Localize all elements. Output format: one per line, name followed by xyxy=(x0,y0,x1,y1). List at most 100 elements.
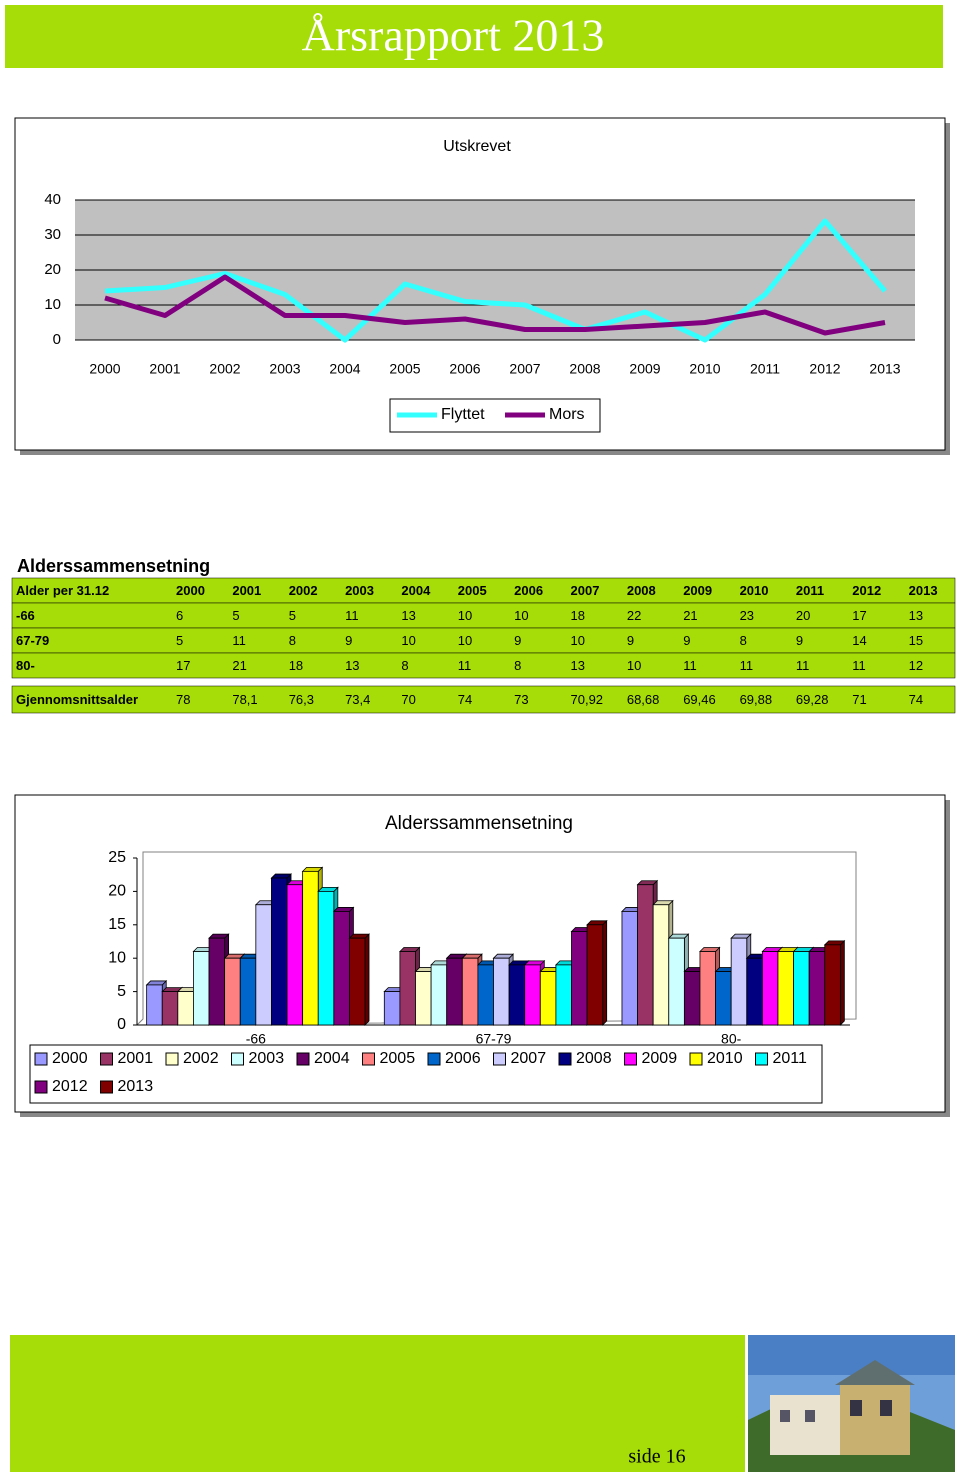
table-cell: 68,68 xyxy=(627,692,660,707)
legend-swatch xyxy=(231,1052,244,1066)
bar-front xyxy=(399,951,416,1026)
bar-front xyxy=(652,904,670,1026)
bar-top xyxy=(208,933,230,939)
bar-front xyxy=(461,957,479,1026)
table-cell: 17 xyxy=(852,608,866,623)
table-cell: 9 xyxy=(514,633,521,648)
table-cell: 74 xyxy=(909,692,923,707)
y-tick-label: 10 xyxy=(44,296,61,313)
bar-top xyxy=(348,933,370,939)
legend-label: 2006 xyxy=(445,1050,481,1067)
y-tick-label: 30 xyxy=(44,226,61,243)
table-cell: 76,3 xyxy=(289,692,314,707)
table-cell: 2004 xyxy=(401,583,431,598)
table-cell: 2003 xyxy=(345,583,374,598)
table-cell: 2011 xyxy=(796,583,824,598)
table-cell: 13 xyxy=(401,608,415,623)
table-cell: 69,88 xyxy=(740,692,773,707)
bar-front xyxy=(286,884,304,1026)
legend-label: 2003 xyxy=(249,1050,285,1067)
x-tick-label: 2013 xyxy=(869,361,900,377)
bar-front xyxy=(508,964,526,1026)
table-cell: 11 xyxy=(232,633,246,648)
table-cell: 2012 xyxy=(852,583,881,598)
bar-side xyxy=(602,919,608,1026)
bar-top xyxy=(317,887,339,892)
table-cell: 2008 xyxy=(627,583,656,598)
legend-label: 2009 xyxy=(642,1050,678,1067)
table-row xyxy=(11,627,956,654)
table-cell: 8 xyxy=(289,633,296,648)
table-cell: 10 xyxy=(458,608,472,623)
bar-top xyxy=(636,880,659,886)
table-cell: 2009 xyxy=(683,583,712,598)
table-cell: 74 xyxy=(458,692,472,707)
table-cell: 18 xyxy=(289,658,303,673)
x-tick-label: -66 xyxy=(246,1031,266,1047)
bar-front xyxy=(524,964,541,1026)
legend-swatch xyxy=(296,1052,310,1066)
bar-front xyxy=(208,937,226,1026)
bar-front xyxy=(539,971,557,1026)
bar-front xyxy=(699,951,716,1026)
table-cell: 8 xyxy=(740,633,747,648)
bar xyxy=(348,933,370,1026)
bar-top xyxy=(652,900,674,906)
legend-swatch xyxy=(165,1052,179,1066)
table-cell: 2006 xyxy=(514,583,543,598)
bar-front xyxy=(793,951,810,1026)
x-tick-label: 2008 xyxy=(569,361,600,377)
legend-label: Flyttet xyxy=(441,406,485,423)
photo xyxy=(748,1335,955,1472)
legend-swatch xyxy=(362,1052,375,1066)
table-cell: 70 xyxy=(401,692,415,707)
bar-top xyxy=(492,953,515,959)
table-cell: 8 xyxy=(514,658,521,673)
table-cell: 13 xyxy=(909,608,923,623)
bar-front xyxy=(777,951,794,1026)
table-cell: 70,92 xyxy=(571,692,604,707)
table-cell: 17 xyxy=(176,658,190,673)
bar-top xyxy=(823,940,846,946)
table-cell: 5 xyxy=(289,608,296,623)
bar-front xyxy=(637,884,654,1026)
x-tick-label: 2011 xyxy=(750,361,780,377)
bar-front xyxy=(239,957,257,1026)
legend-label: 2004 xyxy=(314,1050,350,1067)
table-row xyxy=(11,602,956,629)
bar-front xyxy=(761,951,779,1026)
legend-swatch xyxy=(558,1052,572,1066)
row-label: Alder per 31.12 xyxy=(16,583,109,598)
table-cell: 2002 xyxy=(289,583,318,598)
table-cell: 21 xyxy=(232,658,246,673)
bar-front xyxy=(824,944,841,1026)
table-cell: 10 xyxy=(514,608,528,623)
legend-swatch xyxy=(493,1052,506,1066)
bar-front xyxy=(349,937,366,1026)
bar-front xyxy=(383,991,401,1026)
bar-top xyxy=(270,873,292,879)
bar-front xyxy=(808,951,826,1026)
bar-front xyxy=(493,957,510,1026)
table-cell: 9 xyxy=(627,633,634,648)
table-cell: 14 xyxy=(852,633,866,648)
bar-side xyxy=(839,939,845,1026)
bar-front xyxy=(161,991,179,1026)
x-tick-label: 2000 xyxy=(89,361,120,377)
table-cell: 11 xyxy=(852,658,866,673)
x-tick-label: 2004 xyxy=(329,361,360,377)
bar-top xyxy=(699,947,721,952)
y-tick-label: 20 xyxy=(44,261,61,278)
legend-swatch xyxy=(100,1080,113,1094)
table-cell: 11 xyxy=(458,658,472,673)
bar-front xyxy=(446,957,463,1026)
legend-swatch xyxy=(689,1052,703,1066)
table-cell: 5 xyxy=(232,608,239,623)
bar-top xyxy=(461,953,483,959)
table-cell: 78,1 xyxy=(232,692,257,707)
x-tick-label: 67-79 xyxy=(476,1031,512,1047)
table-cell: 2010 xyxy=(740,583,769,598)
bar-front xyxy=(193,951,210,1026)
y-tick-label: 20 xyxy=(108,883,126,900)
bar-front xyxy=(555,964,572,1026)
